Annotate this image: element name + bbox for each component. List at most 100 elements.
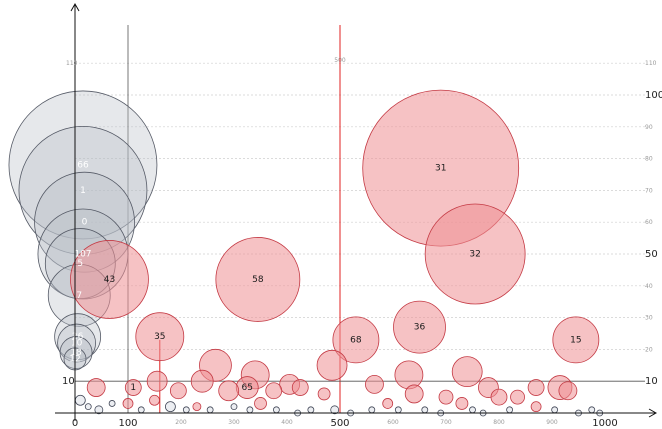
bubble-red	[558, 381, 578, 401]
bubble-label: 31	[435, 164, 446, 174]
bubble-red	[265, 382, 283, 400]
x-tick-label: 700	[440, 419, 452, 426]
bubble-small	[182, 406, 190, 414]
bubble-red	[291, 379, 309, 396]
bubble-red	[332, 316, 380, 364]
bubble-red	[254, 397, 267, 410]
x-tick-label: 300	[228, 419, 240, 426]
bubble-small	[272, 406, 280, 414]
y-tick-label-left: 10	[62, 376, 75, 387]
x-tick-label: 500	[330, 418, 349, 429]
bubble-small	[421, 406, 429, 414]
bubble-red	[70, 240, 149, 319]
bubble-red	[86, 378, 106, 397]
bubble-red	[393, 300, 446, 354]
bubble-small	[137, 406, 145, 414]
y-tick-label-right: 70	[645, 187, 653, 194]
bubble-small	[246, 406, 254, 414]
y-tick-label-right: 40	[645, 283, 653, 290]
bubble-label: 68	[350, 335, 362, 345]
bubble-red	[190, 369, 214, 393]
bubble-small	[230, 403, 238, 411]
bubble-label: 7	[76, 291, 82, 301]
bubble-small	[206, 406, 214, 414]
bubble-small	[74, 394, 86, 406]
y-tick-label-left: 110	[66, 60, 78, 67]
bubble-small	[469, 406, 476, 414]
bubble-gray	[8, 90, 158, 240]
y-axis-arrow	[70, 2, 80, 12]
bubble-small	[588, 406, 596, 414]
bubble-red	[146, 370, 168, 392]
y-tick-label-right: 80	[645, 156, 653, 163]
bubble-red	[451, 356, 483, 388]
y-tick-label-right: 100	[645, 90, 662, 101]
x-tick-label: 100	[118, 418, 137, 429]
y-tick-label-right: 110	[645, 60, 657, 67]
bubble-small	[506, 406, 514, 414]
bubble-red	[455, 397, 469, 410]
bubble-red	[527, 379, 545, 396]
bubble-red	[394, 360, 424, 390]
x-axis-arrow	[648, 408, 658, 418]
x-tick-label: 200	[175, 419, 187, 426]
bubble-red	[316, 349, 348, 381]
y-tick-label-right: 30	[645, 315, 653, 322]
bubble-red	[218, 380, 240, 402]
bubble-red	[404, 384, 424, 404]
bubble-red	[490, 388, 508, 406]
bubble-gray	[57, 323, 96, 363]
bubble-label: 65	[242, 383, 253, 393]
bubble-small	[551, 406, 559, 414]
bubble-label: 18	[70, 348, 82, 358]
bubble-label: 36	[414, 323, 426, 333]
bubble-label: 1	[130, 383, 136, 393]
grid-layer	[75, 62, 645, 350]
bubble-label: 58	[252, 275, 264, 285]
bubble-small	[164, 401, 176, 413]
x-tick-label: 600	[387, 419, 399, 426]
x-tick-label: 400	[281, 419, 293, 426]
bubble-red	[215, 237, 301, 322]
bubble-small	[84, 403, 92, 411]
bubble-red	[510, 389, 525, 405]
bubble-label: 15	[570, 335, 581, 345]
bubble-red	[424, 203, 526, 305]
x-tick-label: 900	[546, 419, 558, 426]
y-tick-label-right: 10	[645, 376, 658, 387]
tick-labels: 0 100 500 1000 200 300 400 600 700 800 900 20 30 40 60…	[62, 60, 662, 429]
bubble-red	[382, 398, 394, 409]
bubble-small	[394, 406, 402, 414]
y-tick-label-right: 90	[645, 124, 653, 131]
y-tick-label-right: 20	[645, 346, 653, 353]
bubble-red	[552, 316, 600, 364]
bubble-red	[122, 398, 134, 409]
x-tick-label: 0	[72, 418, 78, 429]
bubble-small	[368, 406, 376, 414]
bubble-gray	[59, 336, 93, 369]
axes	[55, 2, 658, 421]
bubble-label: 35	[154, 332, 165, 342]
bubble-red	[192, 402, 202, 412]
bubble-small	[108, 400, 116, 407]
bubble-label: 32	[469, 250, 480, 260]
bubble-red	[530, 401, 542, 413]
bubble-red	[317, 387, 331, 401]
bubble-label: 43	[104, 275, 115, 285]
bubble-label: 1	[80, 186, 86, 196]
bubble-label: 5	[77, 259, 83, 269]
bubble-small	[307, 406, 315, 414]
y-tick-label-right: 60	[645, 219, 653, 226]
bubble-small	[330, 405, 340, 415]
x-tick-label: 1000	[592, 418, 617, 429]
bubble-label: 10	[71, 339, 83, 349]
bubble-red	[365, 374, 384, 394]
bubble-red	[438, 389, 454, 405]
bubble-red	[169, 382, 187, 400]
bubble-red	[124, 379, 142, 396]
x-tick-label: 800	[493, 419, 505, 426]
y-tick-label-right: 50	[645, 249, 658, 260]
reference-line-label: 500	[334, 57, 346, 64]
